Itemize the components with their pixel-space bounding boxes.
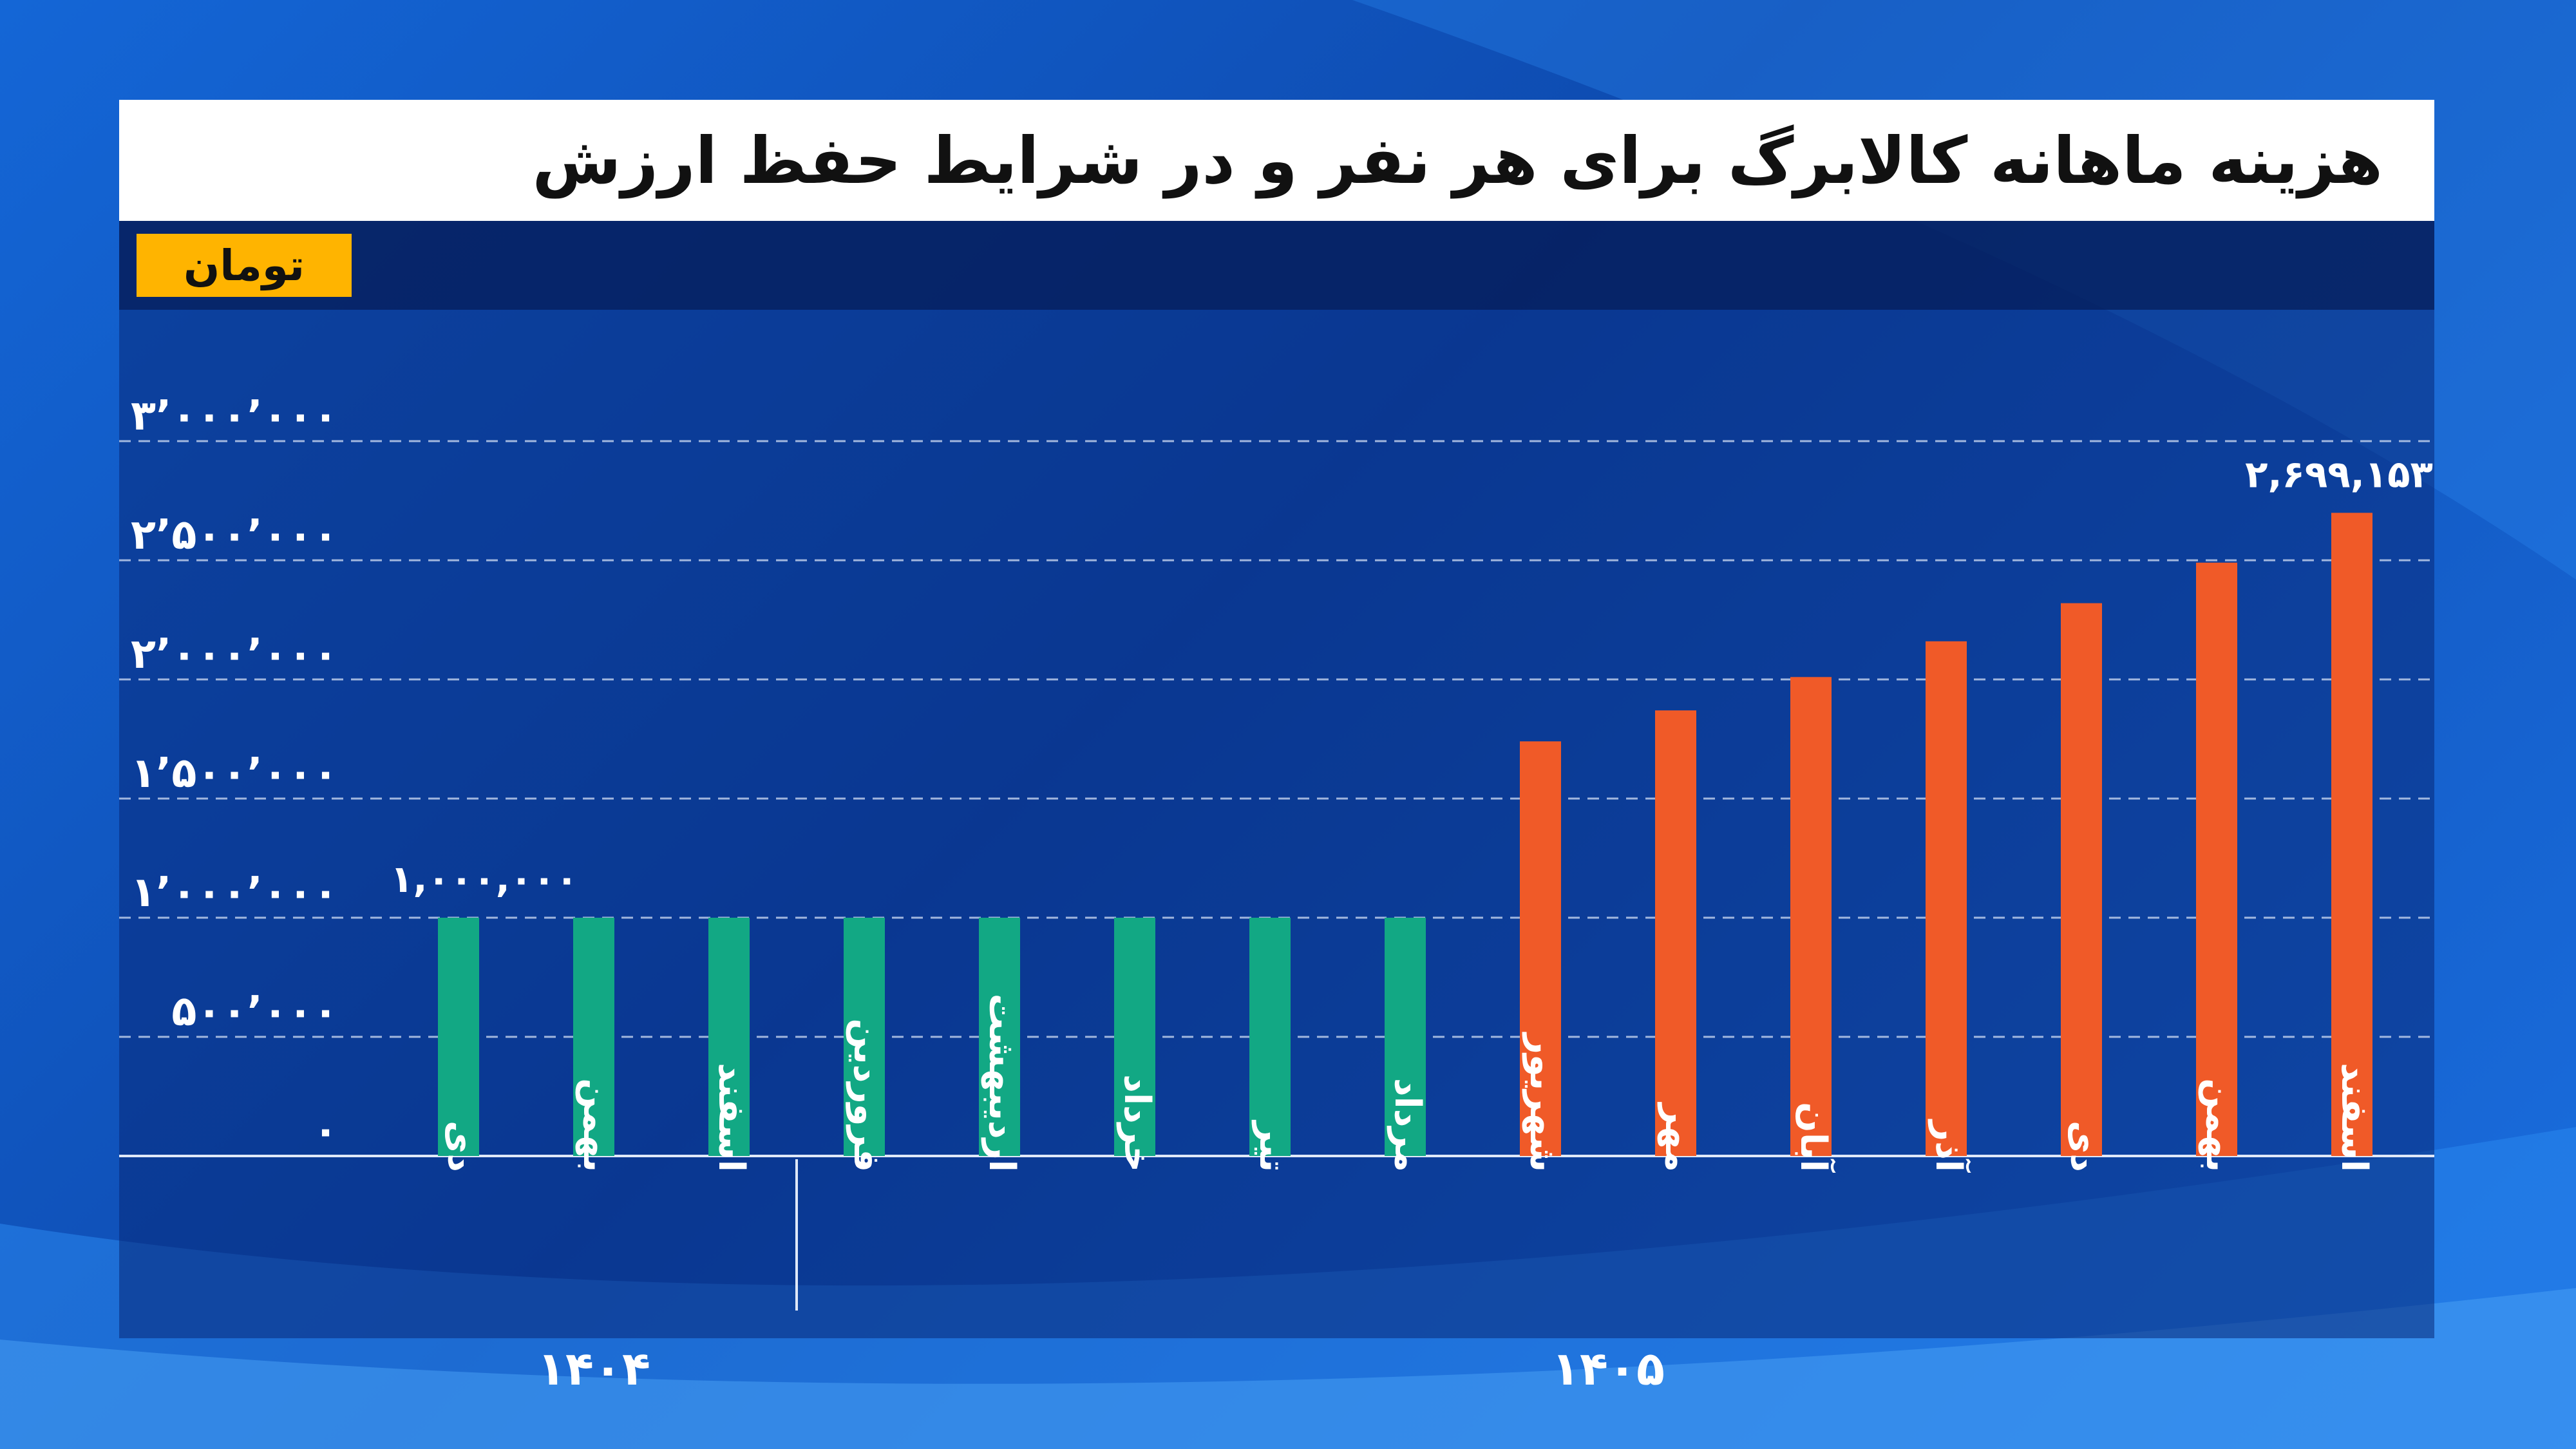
- bar: [1926, 641, 1967, 1156]
- bar: [844, 918, 885, 1156]
- category-label: بهمن: [575, 1078, 617, 1172]
- bar: [708, 918, 750, 1156]
- y-tick-label: ۱٬۵۰۰٬۰۰۰: [131, 750, 338, 797]
- bar: [1655, 710, 1696, 1156]
- y-tick-label: ۱٬۰۰۰٬۰۰۰: [131, 869, 338, 916]
- bar: [438, 918, 479, 1156]
- bar: [2196, 562, 2237, 1156]
- bar: [979, 918, 1020, 1156]
- category-label: دی: [2063, 1121, 2105, 1172]
- year-label: ۱۴۰۵: [1551, 1341, 1665, 1396]
- unit-badge: تومان: [137, 234, 352, 297]
- bar: [1385, 918, 1426, 1156]
- category-label: آذر: [1927, 1119, 1971, 1173]
- bar: [2331, 513, 2372, 1156]
- category-label: اردیبهشت: [981, 994, 1023, 1172]
- y-tick-label: ۰: [313, 1107, 338, 1155]
- title-bar: هزینه ماهانه کالابرگ برای هر نفر و در شر…: [119, 100, 2434, 221]
- y-tick-label: ۳٬۰۰۰٬۰۰۰: [131, 392, 338, 440]
- category-label: فروردین: [846, 1018, 887, 1172]
- chart-title: هزینه ماهانه کالابرگ برای هر نفر و در شر…: [532, 122, 2383, 198]
- bar: [573, 918, 614, 1156]
- bar: [2061, 603, 2102, 1156]
- category-label: مرداد: [1387, 1078, 1428, 1172]
- category-label: آبان: [1792, 1102, 1836, 1173]
- y-tick-label: ۵۰۰٬۰۰۰: [171, 988, 338, 1036]
- category-label: شهریور: [1522, 1032, 1564, 1172]
- category-label: خرداد: [1116, 1074, 1158, 1172]
- year-label: ۱۴۰۴: [537, 1341, 650, 1396]
- data-label: ۲,۶۹۹,۱۵۳: [2245, 452, 2433, 496]
- category-label: تیر: [1251, 1119, 1293, 1172]
- category-label: مهر: [1657, 1102, 1699, 1172]
- category-label: اسفند: [2333, 1063, 2375, 1172]
- y-tick-label: ۲٬۰۰۰٬۰۰۰: [131, 630, 338, 678]
- bar: [1520, 741, 1561, 1156]
- data-label: ۱,۰۰۰,۰۰۰: [390, 857, 578, 901]
- y-tick-label: ۲٬۵۰۰٬۰۰۰: [131, 511, 338, 559]
- category-label: دی: [440, 1121, 482, 1172]
- bar: [1790, 677, 1832, 1156]
- unit-strip: [119, 221, 2434, 310]
- bar: [1249, 918, 1291, 1156]
- category-label: بهمن: [2198, 1078, 2240, 1172]
- category-label: اسفند: [710, 1063, 752, 1172]
- bar: [1114, 918, 1155, 1156]
